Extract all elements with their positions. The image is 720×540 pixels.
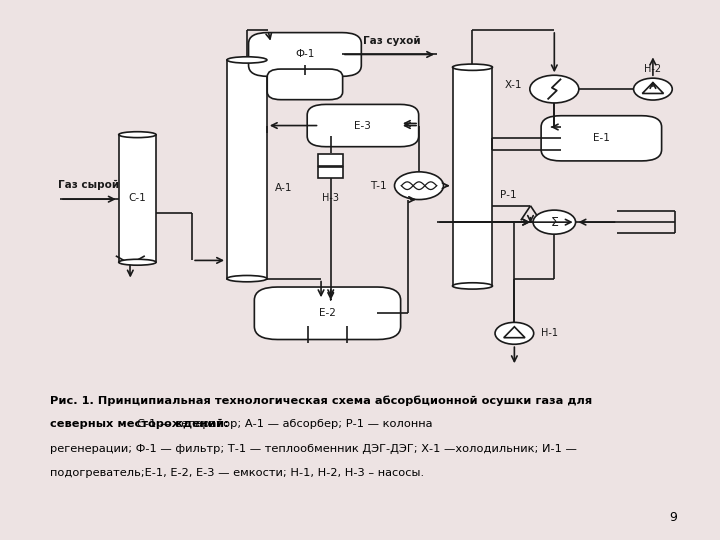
Text: Рис. 1. Принципиальная технологическая схема абсорбционной осушки газа для: Рис. 1. Принципиальная технологическая с… xyxy=(50,395,593,406)
Circle shape xyxy=(495,322,534,345)
Circle shape xyxy=(395,172,444,200)
Text: Газ сырой: Газ сырой xyxy=(58,180,120,191)
Text: Т-1: Т-1 xyxy=(370,181,387,191)
Bar xyxy=(227,60,267,279)
Circle shape xyxy=(533,210,575,234)
Ellipse shape xyxy=(227,57,267,63)
Text: северных месторождений:: северных месторождений: xyxy=(50,419,229,429)
Circle shape xyxy=(634,78,672,100)
FancyBboxPatch shape xyxy=(248,32,361,76)
Text: Н-2: Н-2 xyxy=(644,64,662,74)
Text: Σ: Σ xyxy=(550,215,558,228)
FancyBboxPatch shape xyxy=(541,116,662,161)
Text: А-1: А-1 xyxy=(274,183,292,193)
FancyBboxPatch shape xyxy=(307,104,418,147)
Text: 9: 9 xyxy=(669,511,677,524)
Text: Е-3: Е-3 xyxy=(354,120,372,131)
Text: Н-3: Н-3 xyxy=(323,193,339,203)
Bar xyxy=(318,167,343,178)
Ellipse shape xyxy=(119,132,156,138)
Ellipse shape xyxy=(452,283,492,289)
Text: С-1: С-1 xyxy=(128,193,146,204)
Ellipse shape xyxy=(119,259,156,265)
Text: Е-2: Е-2 xyxy=(319,308,336,318)
Bar xyxy=(318,154,343,166)
Bar xyxy=(452,67,492,286)
Text: Н-1: Н-1 xyxy=(541,328,559,339)
FancyBboxPatch shape xyxy=(254,287,400,340)
Ellipse shape xyxy=(227,275,267,282)
FancyBboxPatch shape xyxy=(267,69,343,100)
Text: подогреватель;Е-1, Е-2, Е-3 — емкости; Н-1, Н-2, Н-3 – насосы.: подогреватель;Е-1, Е-2, Е-3 — емкости; Н… xyxy=(50,468,425,478)
Text: Ф-1: Ф-1 xyxy=(295,50,315,59)
Ellipse shape xyxy=(452,64,492,70)
Polygon shape xyxy=(642,83,664,93)
Text: С-1 — сепаратор; А-1 — абсорбер; Р-1 — колонна: С-1 — сепаратор; А-1 — абсорбер; Р-1 — к… xyxy=(137,419,432,429)
Text: Газ сухой: Газ сухой xyxy=(363,36,420,46)
Text: Р-1: Р-1 xyxy=(500,190,517,200)
Text: Х-1: Х-1 xyxy=(505,80,522,90)
Text: регенерации; Ф-1 — фильтр; Т-1 — теплообменник ДЭГ-ДЭГ; Х-1 —холодильник; И-1 —: регенерации; Ф-1 — фильтр; Т-1 — теплооб… xyxy=(50,444,577,454)
Text: Е-1: Е-1 xyxy=(593,133,610,143)
Circle shape xyxy=(530,75,579,103)
Polygon shape xyxy=(504,327,525,338)
Bar xyxy=(119,134,156,262)
